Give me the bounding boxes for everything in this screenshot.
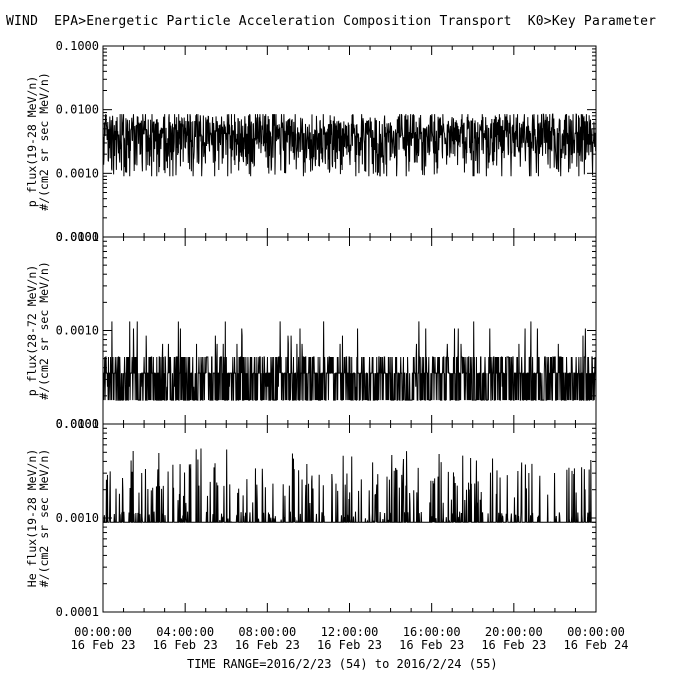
chart-title: WIND EPA>Energetic Particle Acceleration…: [6, 14, 657, 29]
x-tick-time-label: 00:00:00: [74, 625, 132, 639]
time-range-label: TIME RANGE=2016/2/23 (54) to 2016/2/24 (…: [187, 657, 498, 671]
y-axis-unit-label: #/(cm2 sr sec MeV/n): [37, 72, 51, 210]
panel-3: 0.0100 0.0010 0.0001 He flux(19-28 MeV/n)#/…: [25, 417, 597, 619]
y-tick-label: 0.0100: [56, 417, 99, 431]
x-tick-time-label: 20:00:00: [485, 625, 543, 639]
x-tick-time-label: 16:00:00: [403, 625, 461, 639]
series-line: [102, 321, 597, 401]
x-tick-date-label: 16 Feb 23: [235, 638, 300, 652]
y-tick-label: 0.0100: [56, 103, 99, 117]
x-tick-date-label: 16 Feb 23: [153, 638, 218, 652]
x-tick-date-label: 16 Feb 23: [399, 638, 464, 652]
series-line: [103, 448, 596, 524]
x-tick-date-label: 16 Feb 23: [70, 638, 135, 652]
y-axis-label: He flux(19-28 MeV/n): [25, 449, 39, 587]
panel-1: 0.1000 0.0100 0.0010 0.0001 p flux(19-28 MeV…: [25, 39, 597, 244]
x-tick-time-label: 04:00:00: [156, 625, 214, 639]
panels-group: 0.1000 0.0100 0.0010 0.0001 p flux(19-28 MeV…: [25, 39, 597, 619]
x-tick-time-label: 00:00:00: [567, 625, 625, 639]
x-tick-date-label: 16 Feb 23: [317, 638, 382, 652]
x-tick-date-label: 16 Feb 24: [563, 638, 628, 652]
y-axis-unit-label: #/(cm2 sr sec MeV/n): [37, 261, 51, 399]
y-axis-unit-label: #/(cm2 sr sec MeV/n): [37, 449, 51, 587]
y-tick-label: 0.0001: [56, 605, 99, 619]
y-tick-label: 0.0001: [56, 230, 99, 244]
x-tick-time-label: 12:00:00: [321, 625, 379, 639]
y-axis-label: p flux(19-28 MeV/n): [25, 76, 39, 208]
series-line: [102, 113, 597, 177]
panel-2: 0.0100 0.0010 0.0001 p flux(28-72 MeV/n)#/(…: [25, 230, 597, 431]
y-tick-label: 0.0010: [56, 511, 99, 525]
x-tick-time-label: 08:00:00: [238, 625, 296, 639]
y-axis-label: p flux(28-72 MeV/n): [25, 265, 39, 397]
y-tick-label: 0.0100: [56, 230, 99, 244]
y-tick-label: 0.1000: [56, 39, 99, 53]
y-tick-label: 0.0010: [56, 324, 99, 338]
y-tick-label: 0.0001: [56, 417, 99, 431]
y-tick-label: 0.0010: [56, 166, 99, 180]
x-tick-date-label: 16 Feb 23: [481, 638, 546, 652]
